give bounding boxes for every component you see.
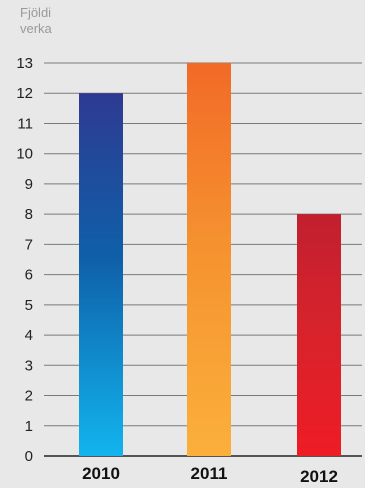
bar-2012 bbox=[297, 214, 341, 456]
y-tick-label-7: 7 bbox=[25, 236, 33, 253]
y-tick-label-2: 2 bbox=[25, 388, 33, 405]
x-tick-label-2011: 2011 bbox=[191, 464, 228, 483]
y-tick-label-8: 8 bbox=[25, 206, 33, 223]
y-tick-label-9: 9 bbox=[25, 176, 33, 193]
y-tick-label-6: 6 bbox=[25, 267, 33, 284]
y-tick-label-3: 3 bbox=[25, 357, 33, 374]
bars bbox=[79, 63, 341, 456]
y-axis-label-line-2: verka bbox=[20, 21, 53, 36]
y-tick-label-10: 10 bbox=[16, 146, 33, 163]
y-tick-label-13: 13 bbox=[16, 55, 33, 72]
y-axis-label-line-1: Fjöldi bbox=[20, 5, 51, 20]
x-tick-label-2012: 2012 bbox=[300, 467, 338, 486]
x-tick-label-2010: 2010 bbox=[82, 464, 120, 483]
bar-2010 bbox=[79, 93, 123, 456]
y-tick-label-4: 4 bbox=[25, 327, 33, 344]
y-tick-label-11: 11 bbox=[17, 115, 33, 132]
y-tick-label-5: 5 bbox=[25, 297, 33, 314]
bar-2011 bbox=[187, 63, 231, 456]
y-tick-label-1: 1 bbox=[25, 418, 33, 435]
x-tick-labels: 2010 2011 2012 bbox=[82, 464, 338, 486]
y-tick-label-12: 12 bbox=[16, 85, 33, 102]
y-tick-label-0: 0 bbox=[25, 448, 33, 465]
